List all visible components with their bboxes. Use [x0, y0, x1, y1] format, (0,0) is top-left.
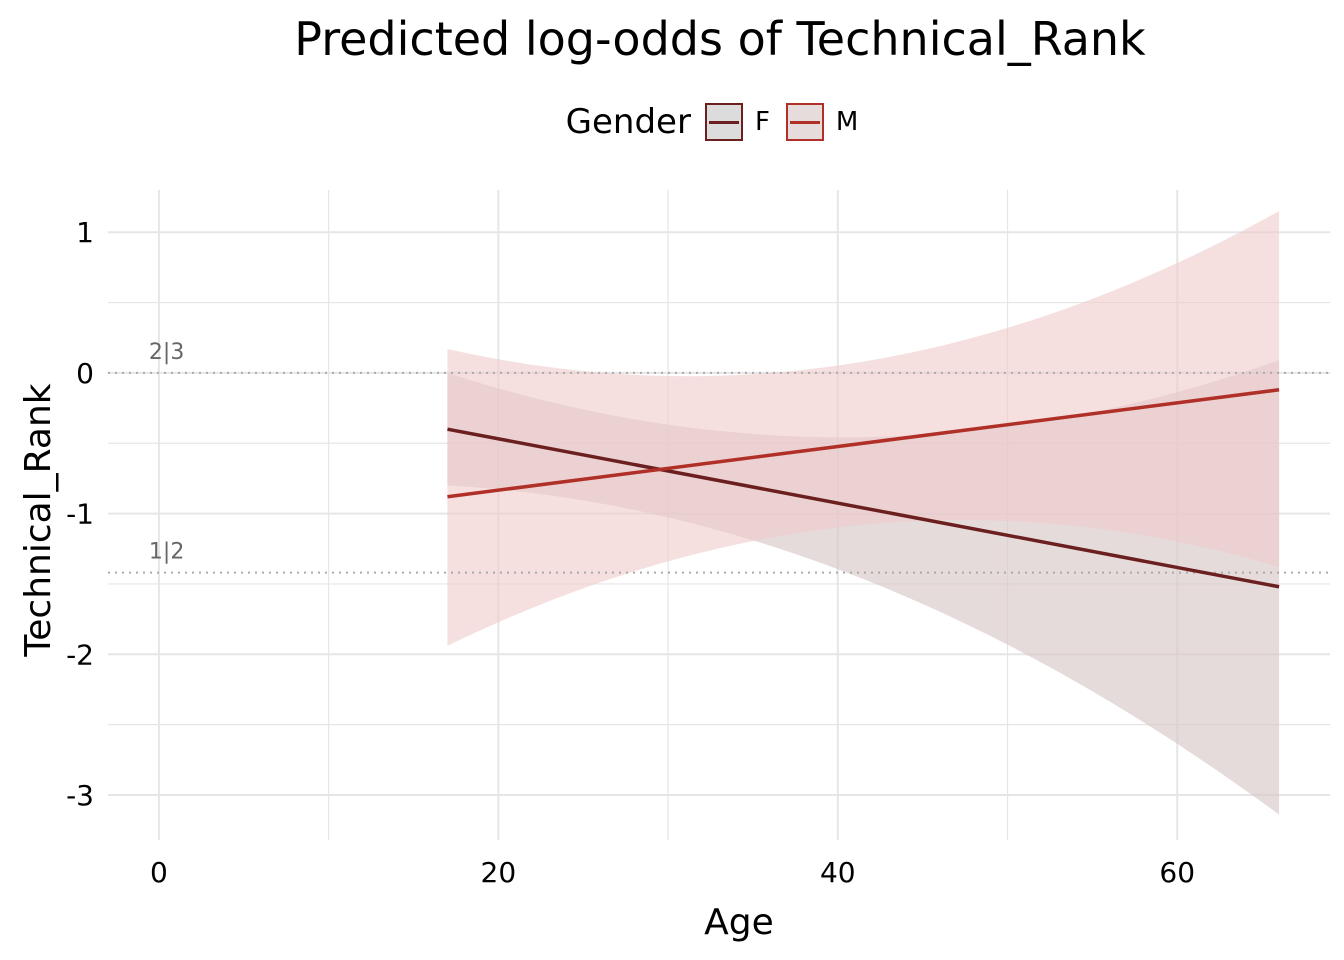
series-line-f [447, 427, 1280, 589]
y-tick-label: -2 [66, 638, 94, 671]
x-tick-label: 40 [820, 856, 856, 889]
x-tick-label: 60 [1159, 856, 1195, 889]
y-tick-label: -3 [66, 779, 94, 812]
legend-label-f: F [754, 107, 770, 137]
legend: Gender F M [0, 102, 1344, 142]
legend-title: Gender [565, 102, 691, 142]
threshold-label: 1|2 [149, 540, 184, 565]
threshold-layer: 2|3 1|2 [108, 340, 1330, 574]
legend-label-m: M [835, 107, 859, 137]
x-tick-label: 20 [481, 856, 517, 889]
y-tick-label: 1 [76, 216, 94, 249]
legend-key-f [704, 103, 743, 141]
threshold-label: 2|3 [149, 340, 184, 365]
ci-band-layer [447, 211, 1280, 815]
axis-layer: 0 20 40 60 1 0 -1 -2 -3 Age Technical_Rank [18, 216, 1195, 943]
x-axis-title: Age [704, 902, 774, 943]
series-line-m [447, 388, 1280, 499]
ci-band-m [447, 211, 1280, 646]
y-tick-label: -1 [66, 498, 94, 531]
chart-title: Predicted log-odds of Technical_Rank [294, 12, 1146, 66]
x-tick-label: 0 [150, 856, 168, 889]
y-tick-label: 0 [76, 357, 94, 390]
series-line-layer [447, 388, 1280, 589]
legend-key-m [785, 103, 824, 141]
y-axis-title: Technical_Rank [18, 383, 59, 657]
